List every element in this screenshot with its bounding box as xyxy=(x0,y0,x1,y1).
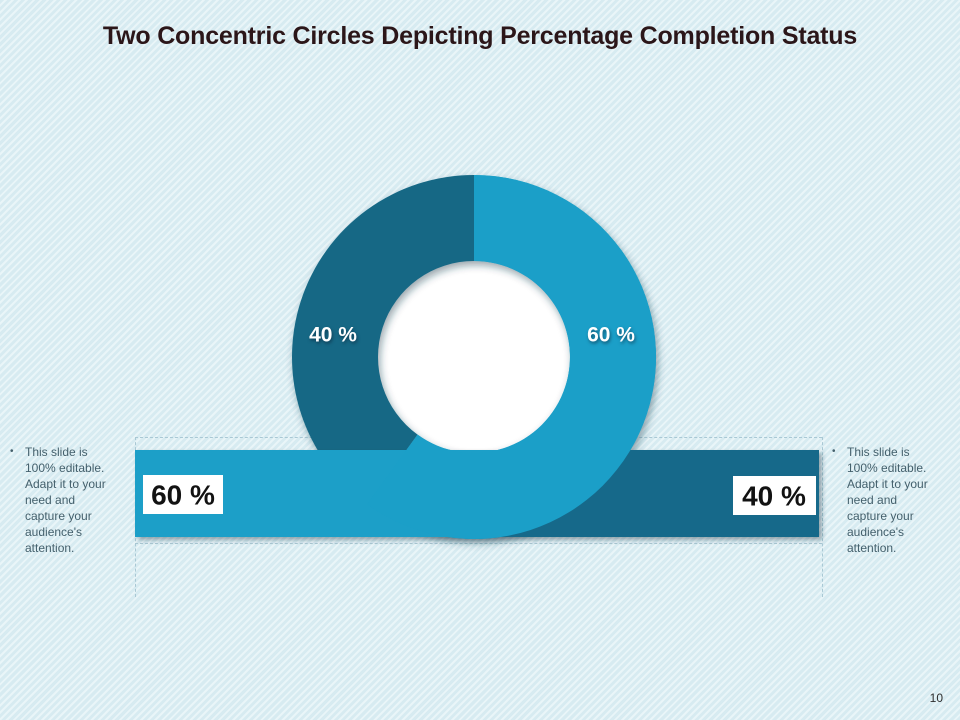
donut-segment-dark-40[interactable] xyxy=(291,175,474,505)
side-note-left[interactable]: • This slide is 100% editable. Adapt it … xyxy=(8,444,134,556)
side-note-right-text: This slide is 100% editable. Adapt it to… xyxy=(847,445,928,555)
page-number: 10 xyxy=(929,691,943,705)
side-note-left-text: This slide is 100% editable. Adapt it to… xyxy=(25,445,106,555)
slide-title[interactable]: Two Concentric Circles Depicting Percent… xyxy=(102,22,858,50)
bar-label-box-60[interactable] xyxy=(143,475,223,514)
bar-label-60[interactable]: 60 % xyxy=(151,480,215,511)
bar-label-40[interactable]: 40 % xyxy=(742,481,806,512)
donut-overlap-front xyxy=(367,175,656,539)
donut-label-40[interactable]: 40 % xyxy=(309,324,357,347)
bar-label-box-40[interactable] xyxy=(733,476,816,515)
placeholder-guide-bottom xyxy=(135,543,822,544)
donut-hole xyxy=(377,260,571,454)
side-note-right[interactable]: • This slide is 100% editable. Adapt it … xyxy=(830,444,956,556)
bullet-icon: • xyxy=(832,446,836,457)
donut-label-60[interactable]: 60 % xyxy=(587,324,635,347)
bullet-icon: • xyxy=(10,446,14,457)
placeholder-guide-right xyxy=(822,437,823,597)
